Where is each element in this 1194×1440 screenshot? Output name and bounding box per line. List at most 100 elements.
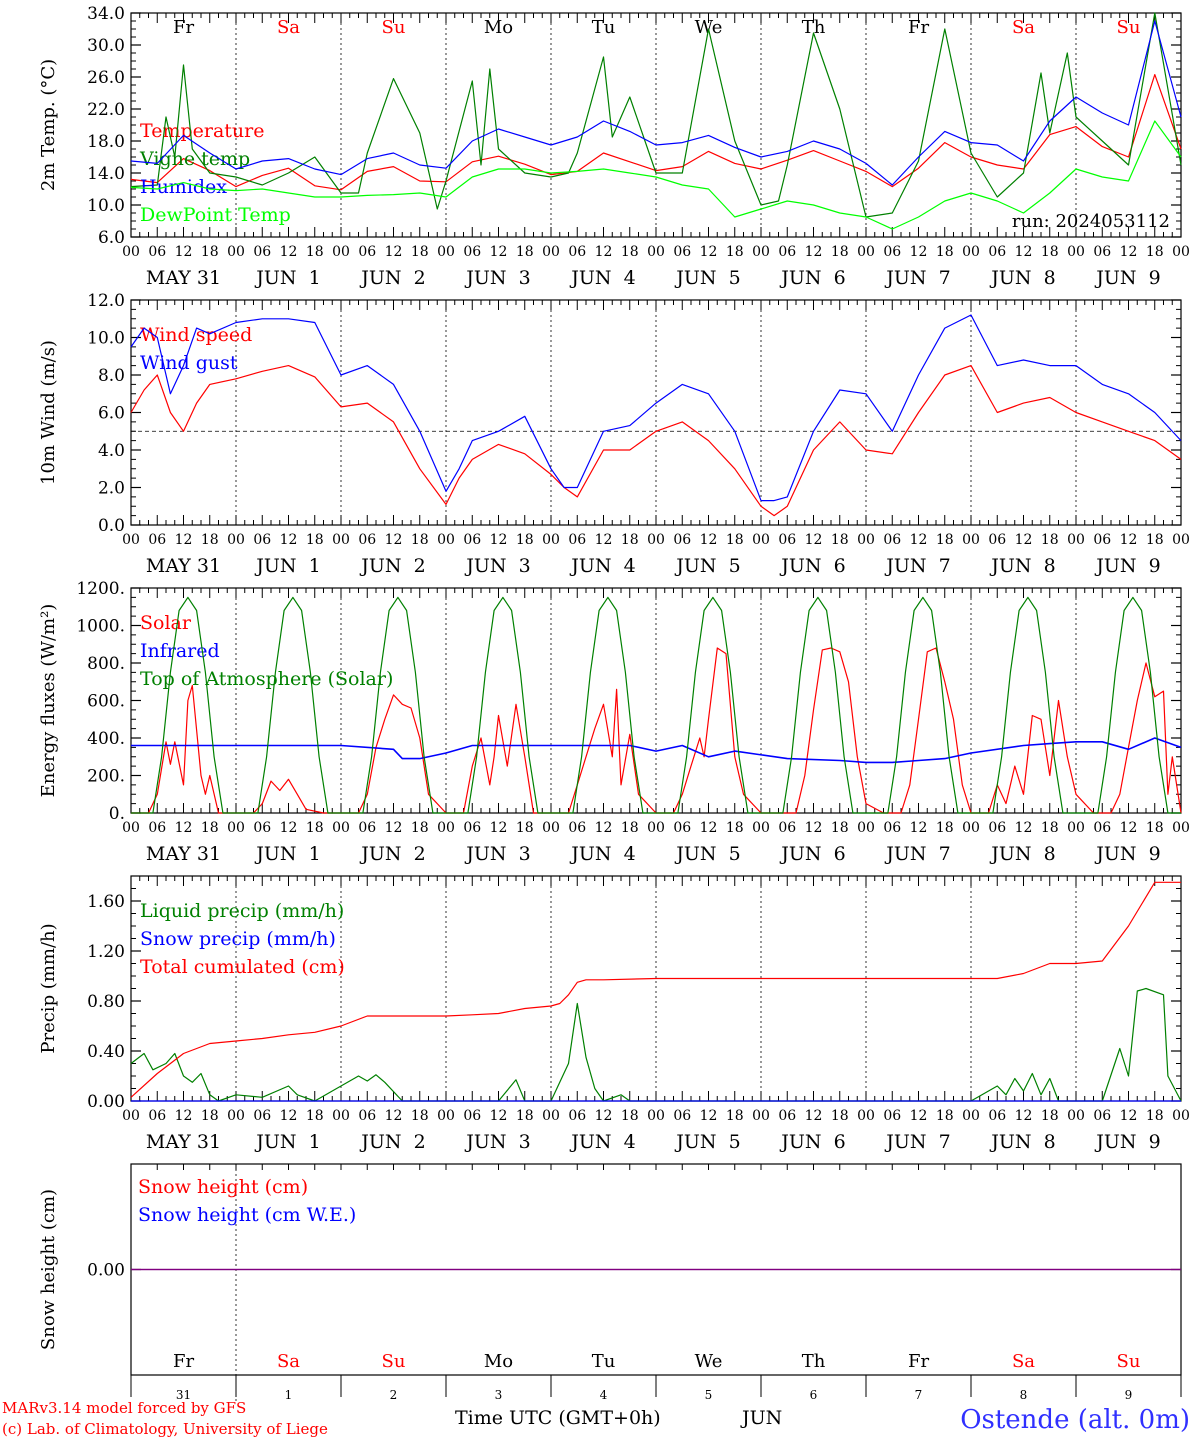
legend-entry: Snow height (cm)	[138, 1176, 308, 1198]
x-hour-label: 18	[1041, 244, 1059, 260]
x-day-number: 7	[915, 1388, 923, 1402]
x-hour-label: 18	[621, 820, 639, 836]
y-tick-label: 1000.	[76, 617, 125, 637]
legend-entry: Total cumulated (cm)	[140, 956, 345, 978]
x-hour-label: 00	[227, 244, 245, 260]
x-hour-label: 18	[411, 532, 429, 548]
x-hour-label: 00	[227, 532, 245, 548]
x-hour-label: 06	[1093, 1108, 1111, 1124]
x-hour-label: 12	[805, 532, 823, 548]
x-date-label: JUN 8	[989, 843, 1055, 865]
x-hour-label: 06	[148, 1108, 166, 1124]
x-hour-label: 06	[463, 1108, 481, 1124]
y-tick-label: 0.0	[98, 516, 125, 536]
x-date-label: JUN 6	[779, 843, 845, 865]
y-tick-label: 1200.	[76, 579, 125, 599]
x-hour-label: 06	[568, 820, 586, 836]
x-hour-label: 06	[568, 532, 586, 548]
weekday-label: Sa	[277, 17, 300, 38]
y-tick-label: 8.0	[98, 366, 125, 386]
x-hour-label: 18	[411, 820, 429, 836]
x-hour-label: 00	[962, 532, 980, 548]
x-hour-label: 06	[1093, 532, 1111, 548]
x-hour-label: 18	[726, 1108, 744, 1124]
x-date-label: JUN 9	[1094, 267, 1160, 289]
x-hour-label: 00	[437, 1108, 455, 1124]
x-day-number: 3	[495, 1388, 503, 1402]
x-hour-label: 18	[831, 820, 849, 836]
x-date-label: JUN 8	[989, 267, 1055, 289]
y-tick-label: 26.0	[87, 68, 125, 88]
x-hour-label: 00	[647, 1108, 665, 1124]
x-hour-label: 12	[1015, 244, 1033, 260]
x-date-label: JUN 9	[1094, 1131, 1160, 1153]
x-hour-label: 12	[595, 244, 613, 260]
x-hour-label: 06	[148, 820, 166, 836]
x-hour-label: 18	[201, 244, 219, 260]
weekday-label: Sa	[1012, 17, 1035, 38]
x-hour-label: 18	[201, 1108, 219, 1124]
x-hour-label: 06	[988, 1108, 1006, 1124]
weekday-label: Su	[382, 17, 406, 38]
x-hour-label: 12	[1120, 244, 1138, 260]
x-hour-label: 00	[542, 820, 560, 836]
x-hour-label: 06	[358, 820, 376, 836]
x-hour-label: 12	[175, 532, 193, 548]
x-date-label: JUN 6	[779, 555, 845, 577]
x-date-label: JUN 5	[674, 1131, 740, 1153]
x-date-label: MAY 31	[146, 555, 221, 577]
x-hour-label: 06	[778, 820, 796, 836]
x-day-number: 31	[176, 1388, 191, 1402]
x-hour-label: 18	[621, 1108, 639, 1124]
y-tick-label: 0.	[109, 804, 125, 824]
x-hour-label: 12	[700, 244, 718, 260]
y-tick-label: 200.	[87, 767, 125, 787]
y-tick-label: 400.	[87, 729, 125, 749]
x-hour-label: 06	[358, 532, 376, 548]
x-hour-label: 18	[1041, 820, 1059, 836]
x-hour-label: 18	[936, 532, 954, 548]
x-hour-label: 12	[490, 244, 508, 260]
x-hour-label: 00	[332, 820, 350, 836]
x-hour-label: 00	[122, 1108, 140, 1124]
series-line-top-of-atmosphere-solar-	[131, 596, 1181, 814]
x-hour-label: 00	[542, 532, 560, 548]
legend-entry: Top of Atmosphere (Solar)	[140, 668, 393, 690]
x-hour-label: 06	[1093, 244, 1111, 260]
x-date-label: JUN 9	[1094, 555, 1160, 577]
y-tick-label: 10.0	[87, 329, 125, 349]
x-hour-label: 18	[726, 244, 744, 260]
x-hour-label: 18	[306, 244, 324, 260]
weekday-label: Sa	[1012, 1351, 1035, 1372]
series-line-infrared	[131, 737, 1182, 764]
x-hour-label: 00	[857, 1108, 875, 1124]
x-hour-label: 06	[883, 820, 901, 836]
x-hour-label: 00	[122, 244, 140, 260]
y-tick-label: 12.0	[87, 291, 125, 311]
y-tick-label: 4.0	[98, 441, 125, 461]
legend-entry: Snow height (cm W.E.)	[138, 1204, 356, 1226]
x-date-label: JUN 5	[674, 843, 740, 865]
x-hour-label: 18	[411, 1108, 429, 1124]
x-hour-label: 00	[752, 820, 770, 836]
x-hour-label: 06	[988, 820, 1006, 836]
x-hour-label: 06	[988, 244, 1006, 260]
x-hour-label: 12	[595, 532, 613, 548]
x-date-label: JUN 3	[464, 555, 530, 577]
x-hour-label: 06	[988, 532, 1006, 548]
legend-entry: Snow precip (mm/h)	[140, 928, 336, 950]
x-hour-label: 06	[673, 1108, 691, 1124]
weekday-label: Th	[802, 17, 826, 38]
x-day-number: 9	[1125, 1388, 1133, 1402]
x-date-label: JUN 8	[989, 1131, 1055, 1153]
weekday-label: Su	[1117, 17, 1141, 38]
x-hour-label: 00	[1172, 1108, 1190, 1124]
y-tick-label: 0.40	[87, 1042, 125, 1062]
x-hour-label: 06	[673, 532, 691, 548]
x-hour-label: 18	[726, 820, 744, 836]
x-day-number: 5	[705, 1388, 713, 1402]
y-tick-label: 6.0	[98, 228, 125, 248]
x-day-number: 2	[390, 1388, 398, 1402]
x-day-number: 4	[600, 1388, 608, 1402]
